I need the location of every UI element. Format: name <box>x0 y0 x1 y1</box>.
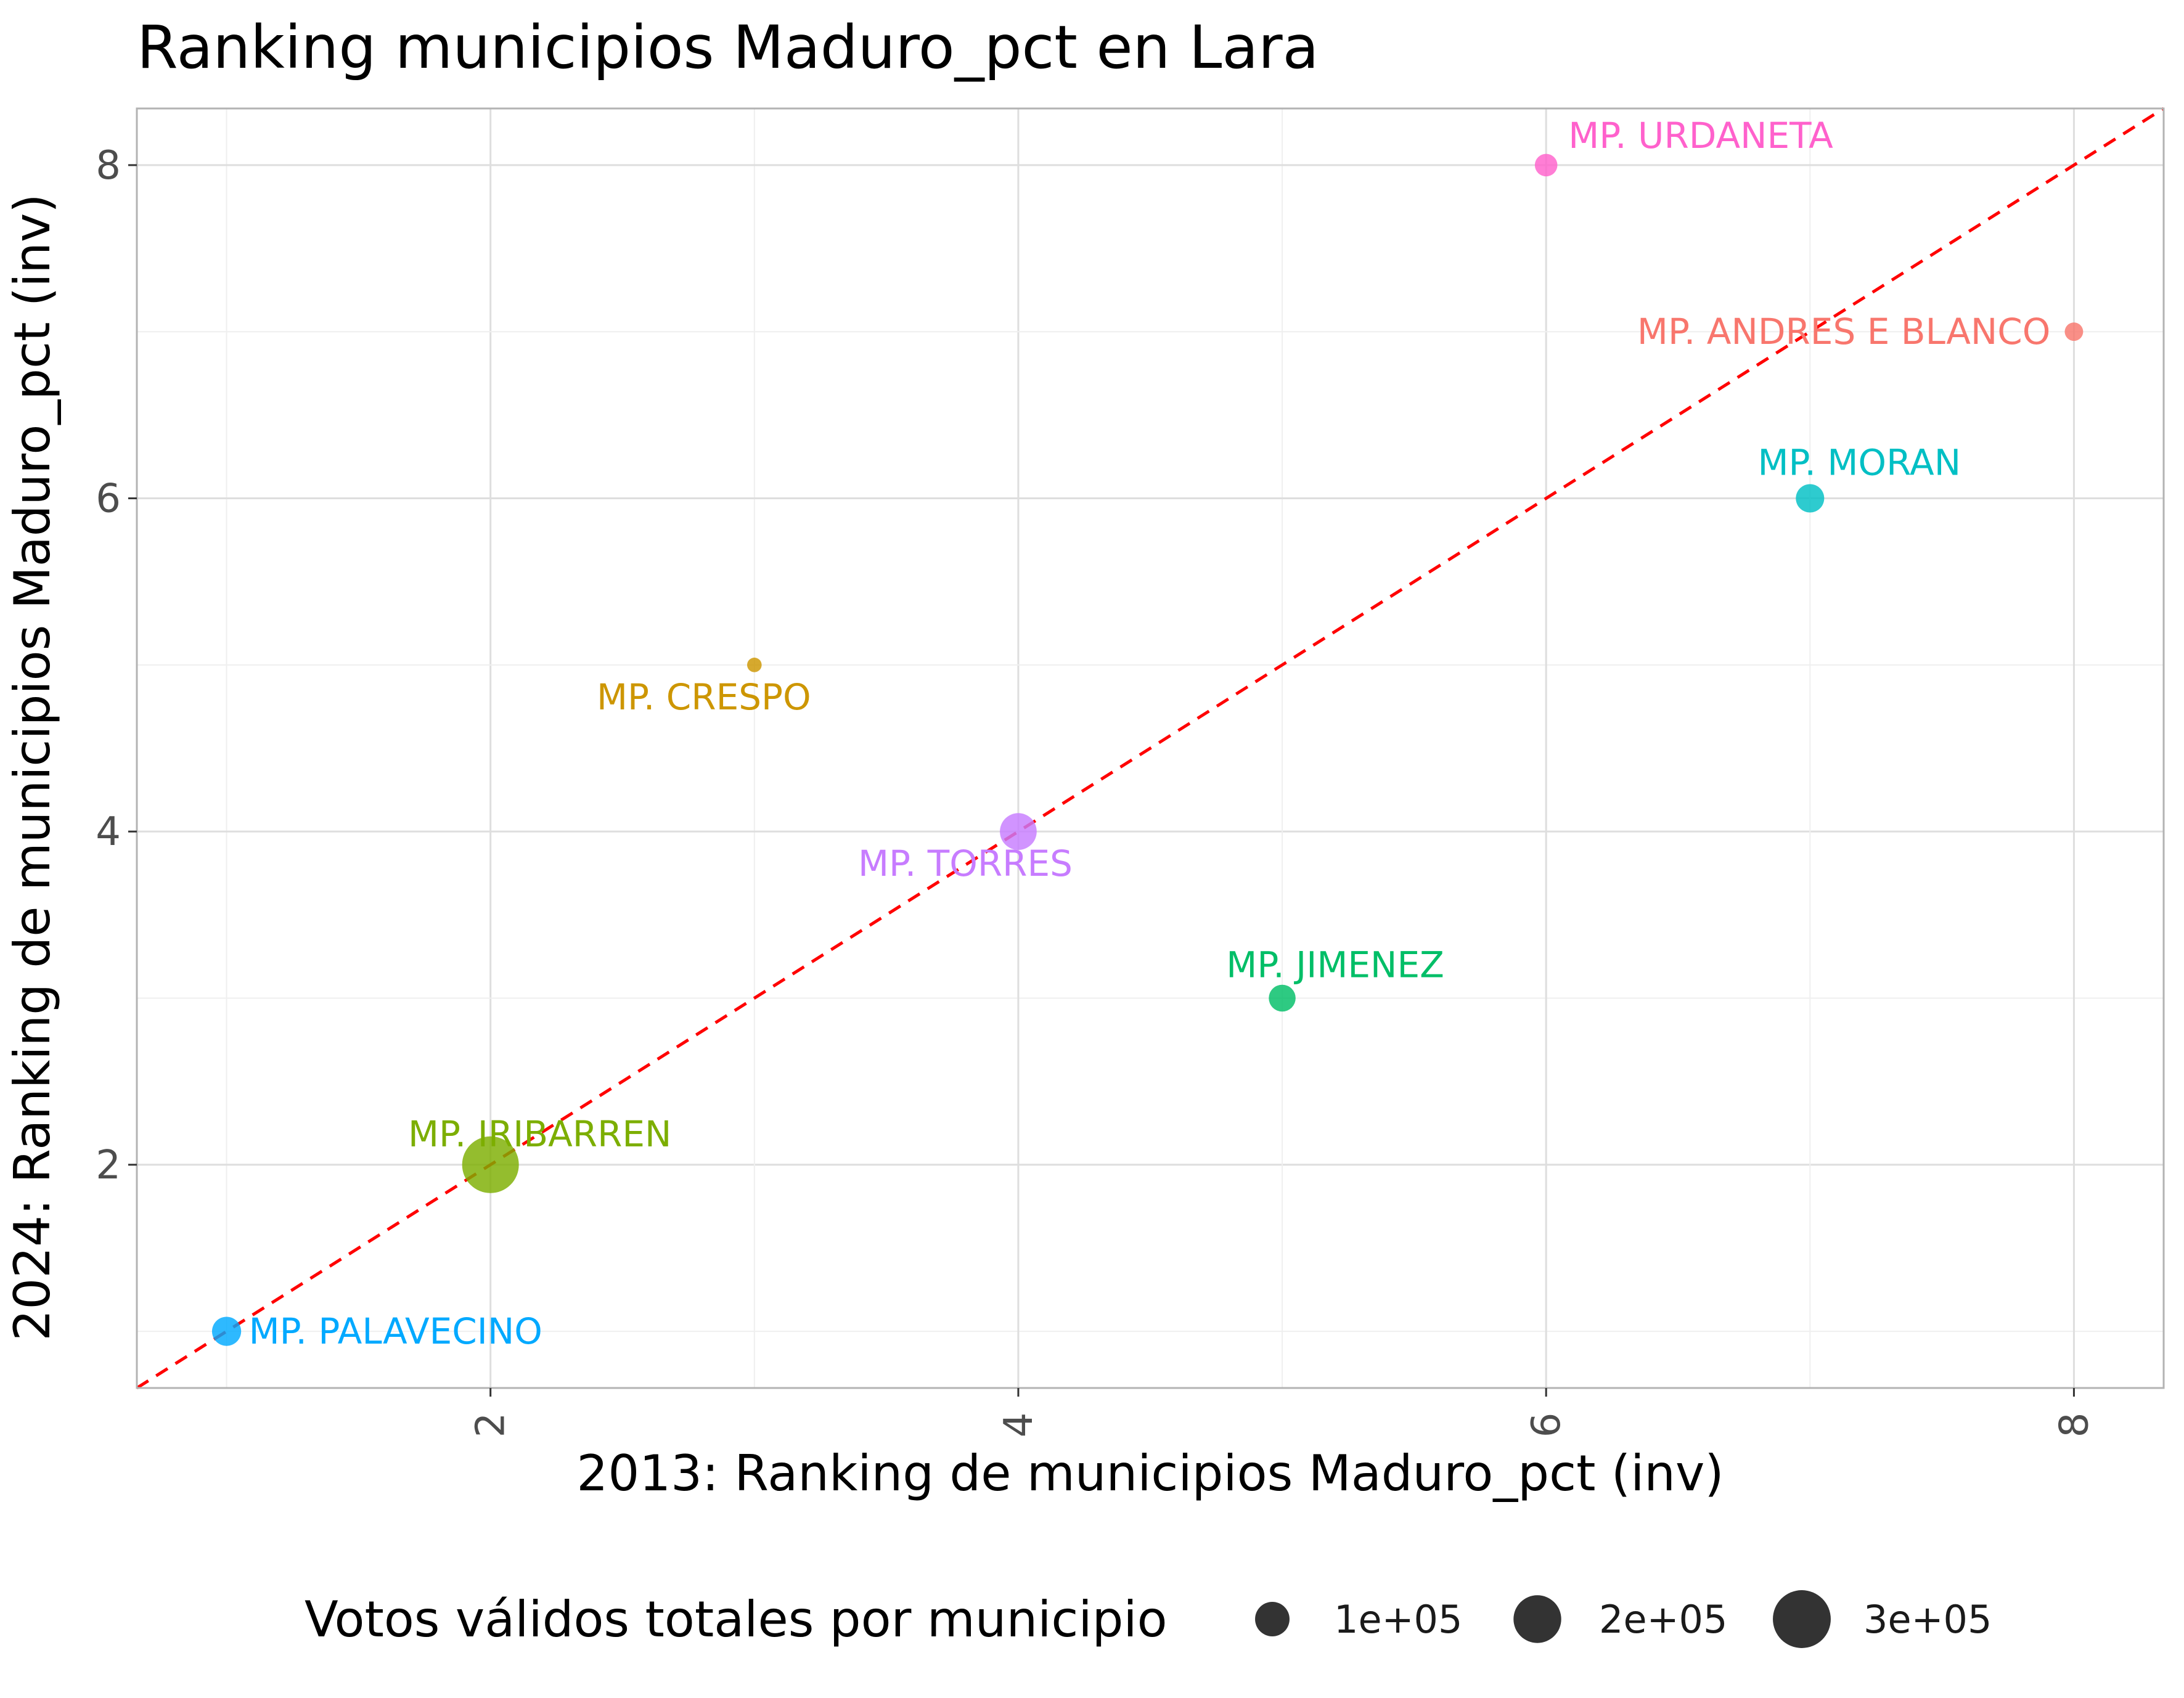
point-label: MP. JIMENEZ <box>1226 944 1444 986</box>
point-label: MP. URDANETA <box>1568 115 1833 157</box>
point-label: MP. CRESPO <box>597 676 811 718</box>
point-label: MP. IRIBARREN <box>408 1113 671 1155</box>
data-point <box>462 1136 519 1193</box>
data-point <box>2064 322 2084 341</box>
legend-title: Votos válidos totales por municipio <box>305 1591 1168 1648</box>
y-tick-label: 8 <box>96 143 121 189</box>
point-label: MP. TORRES <box>858 843 1073 884</box>
x-tick-label: 8 <box>2051 1413 2097 1438</box>
point-label: MP. MORAN <box>1758 442 1961 484</box>
data-point <box>747 658 762 672</box>
point-label: MP. PALAVECINO <box>249 1310 542 1352</box>
data-point <box>1796 484 1825 513</box>
size-legend: Votos válidos totales por municipio 1e+0… <box>305 1590 1992 1648</box>
point-label: MP. ANDRES E BLANCO <box>1637 311 2051 353</box>
plot-panel <box>136 107 2165 1390</box>
y-tick-label: 6 <box>96 476 121 522</box>
data-point <box>211 1316 242 1346</box>
legend-label: 1e+05 <box>1334 1597 1462 1642</box>
panel-border <box>136 107 2165 1389</box>
legend-key <box>1255 1602 1290 1636</box>
data-point <box>1000 813 1037 851</box>
data-point <box>1534 153 1558 177</box>
y-tick-label: 2 <box>96 1143 121 1188</box>
legend-label: 2e+05 <box>1599 1597 1727 1642</box>
legend-label: 3e+05 <box>1863 1597 1992 1642</box>
y-axis-title: 2024: Ranking de municipios Maduro_pct (… <box>4 194 61 1341</box>
data-point <box>1269 984 1296 1012</box>
legend-key <box>1773 1590 1831 1648</box>
y-tick-label: 4 <box>96 809 121 855</box>
x-tick-label: 6 <box>1524 1413 1569 1438</box>
x-axis-title: 2013: Ranking de municipios Maduro_pct (… <box>576 1445 1724 1502</box>
chart-title: Ranking municipios Maduro_pct en Lara <box>137 13 1319 82</box>
x-tick-label: 4 <box>996 1413 1042 1438</box>
x-tick-label: 2 <box>468 1413 514 1438</box>
legend-key <box>1513 1595 1561 1643</box>
